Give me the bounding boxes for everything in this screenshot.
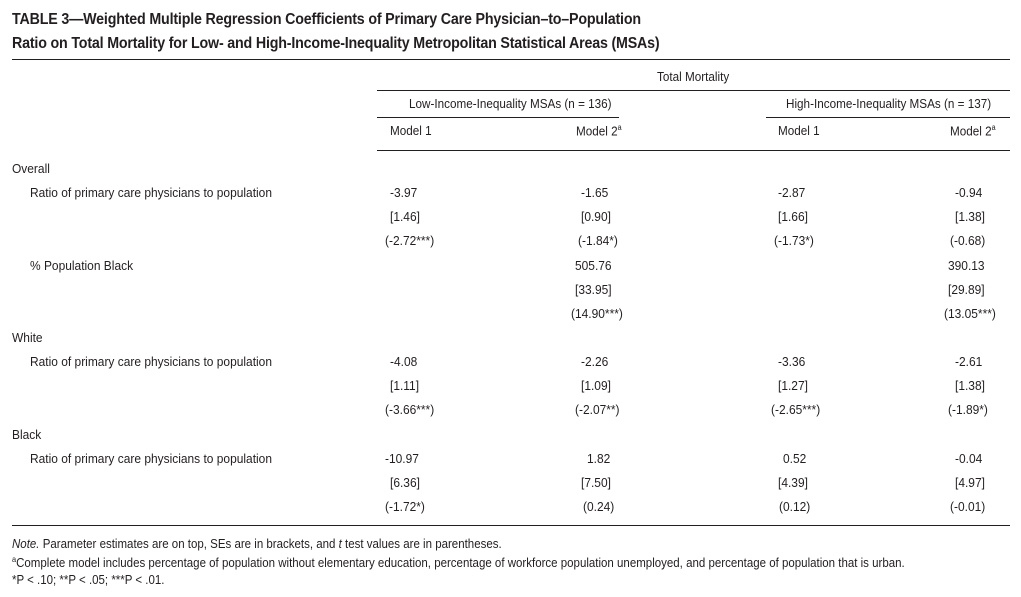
footnote-marker: a xyxy=(12,555,17,564)
top-rule xyxy=(12,59,1010,60)
footnote-text: Complete model includes percentage of po… xyxy=(16,556,905,571)
cell-low-model2: (-1.84*) xyxy=(578,233,618,248)
header-rule-total xyxy=(377,90,1010,91)
header-low-model2: Model 2a xyxy=(576,123,622,138)
header-rule-low xyxy=(377,117,619,118)
cell-high-model1: [1.27] xyxy=(778,378,808,393)
cell-high-model2: 390.13 xyxy=(948,258,985,273)
cell-high-model2: -2.61 xyxy=(955,354,983,369)
cell-low-model1: -3.97 xyxy=(390,185,418,200)
cell-low-model1: [1.11] xyxy=(390,378,420,393)
cell-high-model2: [4.97] xyxy=(955,475,985,490)
table-row: [1.46] [0.90] [1.66] [1.38] xyxy=(0,209,1021,233)
row-label: Ratio of primary care physicians to popu… xyxy=(30,185,272,200)
bottom-rule xyxy=(12,525,1010,526)
table-row: [1.11] [1.09] [1.27] [1.38] xyxy=(0,378,1021,402)
header-low-model1: Model 1 xyxy=(390,123,432,138)
cell-high-model1: (-2.65***) xyxy=(771,402,821,417)
cell-low-model2: [1.09] xyxy=(581,378,611,393)
cell-high-model2: (13.05***) xyxy=(944,306,996,321)
cell-low-model2: -2.26 xyxy=(581,354,609,369)
cell-low-model2: [7.50] xyxy=(581,475,611,490)
header-high-model2-label: Model 2 xyxy=(950,123,992,139)
cell-high-model1: -2.87 xyxy=(778,185,806,200)
header-high-inequality: High-Income-Inequality MSAs (n = 137) xyxy=(786,96,992,111)
cell-low-model2: 1.82 xyxy=(587,451,611,466)
table-row: % Population Black 505.76 390.13 xyxy=(0,258,1021,282)
table-row: White xyxy=(0,330,1021,354)
cell-high-model1: 0.52 xyxy=(783,451,807,466)
cell-high-model2: [29.89] xyxy=(948,282,985,297)
table-row: (-1.72*) (0.24) (0.12) (-0.01) xyxy=(0,499,1021,523)
header-high-model1: Model 1 xyxy=(778,123,820,138)
cell-high-model1: (-1.73*) xyxy=(774,233,814,248)
cell-high-model1: (0.12) xyxy=(779,499,811,514)
header-low-model2-label: Model 2 xyxy=(576,123,618,139)
table-row: Ratio of primary care physicians to popu… xyxy=(0,451,1021,475)
table-row: (14.90***) (13.05***) xyxy=(0,306,1021,330)
cell-low-model1: -4.08 xyxy=(390,354,418,369)
table-row: [33.95] [29.89] xyxy=(0,282,1021,306)
cell-high-model2: -0.04 xyxy=(955,451,983,466)
significance-note: *P < .10; **P < .05; ***P < .01. xyxy=(12,573,165,587)
cell-high-model1: [1.66] xyxy=(778,209,808,224)
cell-low-model2: (14.90***) xyxy=(571,306,623,321)
cell-high-model2: [1.38] xyxy=(955,378,985,393)
row-label: Overall xyxy=(12,161,50,176)
note-text-a: Parameter estimates are on top, SEs are … xyxy=(39,537,339,551)
header-total-mortality: Total Mortality xyxy=(657,69,730,84)
cell-low-model1: (-1.72*) xyxy=(385,499,425,514)
header-high-model2: Model 2a xyxy=(950,123,996,138)
cell-low-model1: [1.46] xyxy=(390,209,420,224)
table-row: (-2.72***) (-1.84*) (-1.73*) (-0.68) xyxy=(0,233,1021,257)
title-line-2: Ratio on Total Mortality for Low- and Hi… xyxy=(12,35,660,52)
cell-low-model1: (-2.72***) xyxy=(385,233,435,248)
cell-high-model2: (-0.68) xyxy=(950,233,986,248)
header-high-model2-footnote: a xyxy=(991,123,996,132)
header-rule-high xyxy=(766,117,1010,118)
cell-low-model2: (-2.07**) xyxy=(575,402,620,417)
cell-low-model2: [0.90] xyxy=(581,209,611,224)
table-row: Overall xyxy=(0,161,1021,185)
header-low-inequality: Low-Income-Inequality MSAs (n = 136) xyxy=(409,96,612,111)
cell-high-model2: -0.94 xyxy=(955,185,983,200)
row-label: Ratio of primary care physicians to popu… xyxy=(30,354,272,369)
cell-low-model2: [33.95] xyxy=(575,282,612,297)
cell-low-model1: [6.36] xyxy=(390,475,420,490)
header-low-model2-footnote: a xyxy=(617,123,622,132)
row-label: Ratio of primary care physicians to popu… xyxy=(30,451,272,466)
table-row: Ratio of primary care physicians to popu… xyxy=(0,354,1021,378)
note-prefix: Note. xyxy=(12,537,40,551)
header-rule-bottom xyxy=(377,150,1010,151)
table-note: Note. Parameter estimates are on top, SE… xyxy=(12,537,502,551)
row-label: White xyxy=(12,330,43,345)
note-text-b: test values are in parentheses. xyxy=(341,537,502,551)
table-footnote-a: aComplete model includes percentage of p… xyxy=(12,555,905,570)
cell-high-model2: [1.38] xyxy=(955,209,985,224)
cell-low-model1: (-3.66***) xyxy=(385,402,435,417)
row-label: Black xyxy=(12,427,42,442)
cell-low-model2: (0.24) xyxy=(583,499,615,514)
cell-high-model1: -3.36 xyxy=(778,354,806,369)
title-line-1: TABLE 3—Weighted Multiple Regression Coe… xyxy=(12,11,641,28)
cell-low-model2: 505.76 xyxy=(575,258,612,273)
cell-low-model1: -10.97 xyxy=(385,451,419,466)
note-t: t xyxy=(338,537,342,551)
cell-high-model1: [4.39] xyxy=(778,475,808,490)
table-row: [6.36] [7.50] [4.39] [4.97] xyxy=(0,475,1021,499)
cell-high-model2: (-1.89*) xyxy=(948,402,988,417)
cell-high-model2: (-0.01) xyxy=(950,499,986,514)
row-label: % Population Black xyxy=(30,258,134,273)
table-row: (-3.66***) (-2.07**) (-2.65***) (-1.89*) xyxy=(0,402,1021,426)
table-row: Black xyxy=(0,427,1021,451)
cell-low-model2: -1.65 xyxy=(581,185,609,200)
table-row: Ratio of primary care physicians to popu… xyxy=(0,185,1021,209)
table-title: TABLE 3—Weighted Multiple Regression Coe… xyxy=(12,8,660,56)
